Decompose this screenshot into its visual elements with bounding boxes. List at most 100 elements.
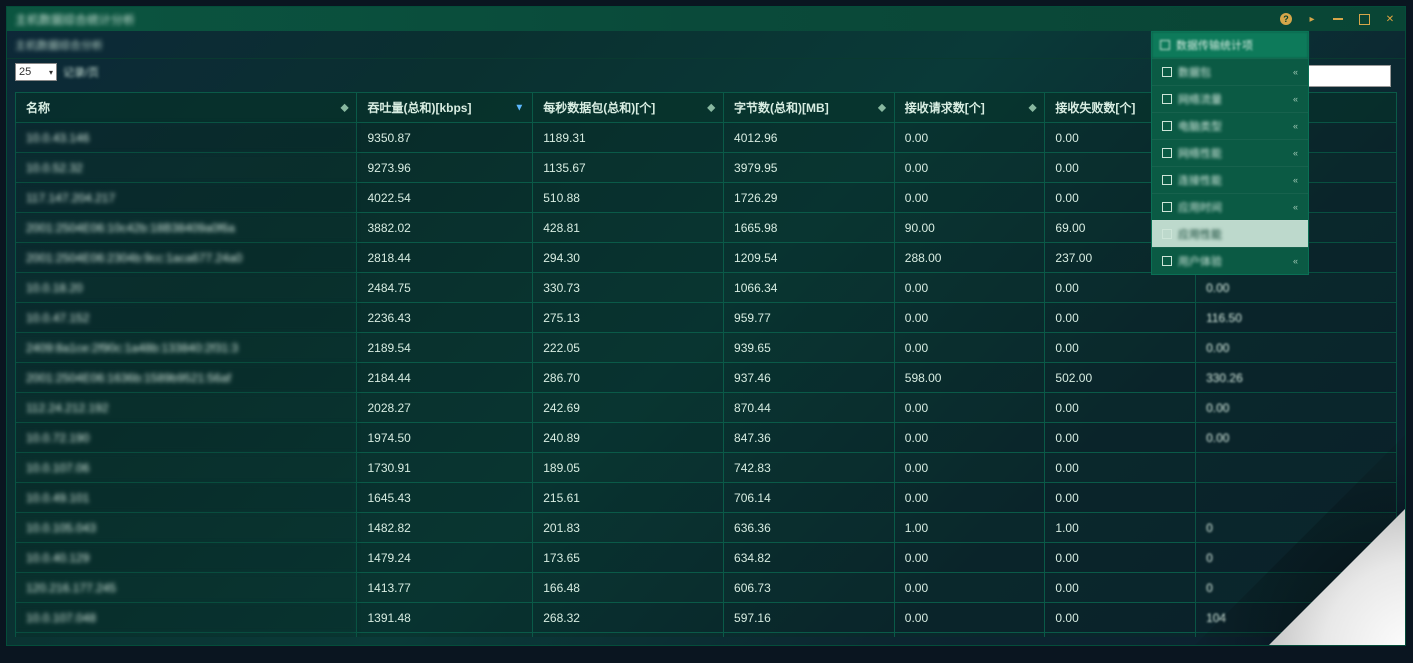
maximize-icon[interactable] [1357,12,1371,26]
table-cell: 937.46 [724,363,895,393]
table-row[interactable]: 120.216.177.2451413.77166.48606.730.000.… [16,573,1397,603]
table-row[interactable]: 2409:8a1ce:2f90c:1a48b:133840:2f31:32189… [16,333,1397,363]
table-cell: 240.89 [533,423,724,453]
table-cell: 189.05 [533,453,724,483]
table-cell: 636.36 [724,513,895,543]
checkbox-icon[interactable] [1162,94,1172,104]
table-cell: 0.00 [1045,393,1196,423]
table-row[interactable]: 10.0.47.1522236.43275.13959.770.000.0011… [16,303,1397,333]
table-row[interactable]: 10.0.107.061730.91189.05742.830.000.00 [16,453,1397,483]
table-cell: 2028.27 [357,393,533,423]
table-cell: 0 [1196,543,1397,573]
minimize-icon[interactable] [1331,12,1345,26]
page-size-select[interactable]: 25 ▾ [15,63,57,81]
table-row[interactable]: 10.0.18.202484.75330.731066.340.000.000.… [16,273,1397,303]
window-title: 主机数据综合统计分析 [15,11,1279,28]
dropdown-item[interactable]: 电脑类型« [1152,112,1308,139]
table-cell: 0.00 [1045,603,1196,633]
popout-icon[interactable] [1305,12,1319,26]
dropdown-item-sub: « [1293,121,1298,131]
table-cell: 0.00 [894,483,1045,513]
sort-desc-icon[interactable]: ▼ [514,102,524,113]
sort-icon[interactable]: ◆ [1029,102,1037,113]
dropdown-item[interactable]: 用户体验« [1152,247,1308,274]
table-cell: 1479.24 [357,543,533,573]
table-cell: 1.00 [894,513,1045,543]
table-cell: 1730.91 [357,453,533,483]
table-cell: 595.25 [724,633,895,638]
column-header[interactable]: 吞吐量(总和)[kbps]▼ [357,93,533,123]
table-row[interactable]: 112.24.212.1922028.27242.69870.440.000.0… [16,393,1397,423]
table-cell: 10.0.40.129 [16,543,357,573]
checkbox-icon[interactable] [1162,67,1172,77]
column-label: 接收失败数[个] [1055,101,1135,115]
table-cell [1196,453,1397,483]
table-cell: 120.216.177.245 [16,573,357,603]
dropdown-item-sub: « [1293,148,1298,158]
table-cell: 0.00 [894,453,1045,483]
table-cell: 10.0.47.152 [16,303,357,333]
table-cell: 0.00 [1045,483,1196,513]
dropdown-item[interactable]: 网络性能« [1152,139,1308,166]
app-window: 主机数据综合统计分析 主机数据综合分析 25 ▾ 记录/页 数据传输统计项 数据… [6,6,1406,646]
table-row[interactable]: 10.0.105.0431482.82201.83636.361.001.000 [16,513,1397,543]
table-cell: 10.0.105.043 [16,513,357,543]
table-cell: 275.13 [533,303,724,333]
dropdown-item[interactable]: 数据包« [1152,58,1308,85]
table-cell: 0.00 [1196,273,1397,303]
column-header[interactable]: 每秒数据包(总和)[个]◆ [533,93,724,123]
table-cell: 286.70 [533,363,724,393]
table-row[interactable]: 10.0.40.1291479.24173.65634.820.000.000 [16,543,1397,573]
table-cell: 186.52 [533,633,724,638]
table-cell: 2001:2504E06:10c42b:18B38409a0f6a [16,213,357,243]
help-icon[interactable] [1279,12,1293,26]
dropdown-item[interactable]: 应用性能 [1152,220,1308,247]
table-cell: 0.00 [894,573,1045,603]
table-row[interactable]: 2001:2504E06:1636b:1589b9521:56af2184.44… [16,363,1397,393]
column-header[interactable]: 接收请求数[个]◆ [894,93,1045,123]
table-cell: 0.00 [894,333,1045,363]
table-row[interactable]: 10.0.72.1901974.50240.89847.360.000.000.… [16,423,1397,453]
column-header[interactable]: 字节数(总和)[MB]◆ [724,93,895,123]
table-cell: 116.50 [1196,303,1397,333]
sort-icon[interactable]: ◆ [707,102,715,113]
column-dropdown: 数据传输统计项 数据包«网络流量«电脑类型«网络性能«连接性能«应用时间« 应用性… [1151,31,1309,275]
close-icon[interactable] [1383,12,1397,26]
table-cell: 870.44 [724,393,895,423]
checkbox-icon[interactable] [1162,148,1172,158]
dropdown-item-label: 用户体验 [1178,253,1287,269]
table-cell: 294.30 [533,243,724,273]
dropdown-header: 数据传输统计项 [1152,32,1308,58]
checkbox-icon[interactable] [1162,121,1172,131]
table-cell: 201.83 [533,513,724,543]
table-cell: 10.0.107.048 [16,603,357,633]
checkbox-icon[interactable] [1162,256,1172,266]
table-cell: 0.00 [894,273,1045,303]
table-cell: 10.0.52.32 [16,153,357,183]
table-cell: 0.00 [894,393,1045,423]
table-cell [1196,483,1397,513]
table-row[interactable]: 10.0.107.0481391.48268.32597.160.000.001… [16,603,1397,633]
dropdown-item[interactable]: 连接性能« [1152,166,1308,193]
table-row[interactable]: 10.0.8.2201387.02186.52595.250.000.0012 [16,633,1397,638]
table-cell: 2236.43 [357,303,533,333]
dropdown-item-label: 应用性能 [1178,226,1292,242]
table-cell: 1387.02 [357,633,533,638]
dropdown-item[interactable]: 应用时间« [1152,193,1308,220]
titlebar: 主机数据综合统计分析 [7,7,1405,31]
checkbox-icon[interactable] [1162,175,1172,185]
checkbox-icon[interactable] [1162,202,1172,212]
sort-icon[interactable]: ◆ [341,102,349,113]
dropdown-item[interactable]: 网络流量« [1152,85,1308,112]
column-header[interactable]: 名称◆ [16,93,357,123]
table-row[interactable]: 10.0.49.1011645.43215.61706.140.000.00 [16,483,1397,513]
table-cell: 0.00 [894,603,1045,633]
sort-icon[interactable]: ◆ [878,102,886,113]
table-cell: 1135.67 [533,153,724,183]
table-cell: 10.0.8.220 [16,633,357,638]
table-cell: 598.00 [894,363,1045,393]
caret-down-icon: ▾ [49,68,53,77]
checkbox-icon[interactable] [1160,40,1170,50]
table-cell: 742.83 [724,453,895,483]
checkbox-icon[interactable] [1162,229,1172,239]
